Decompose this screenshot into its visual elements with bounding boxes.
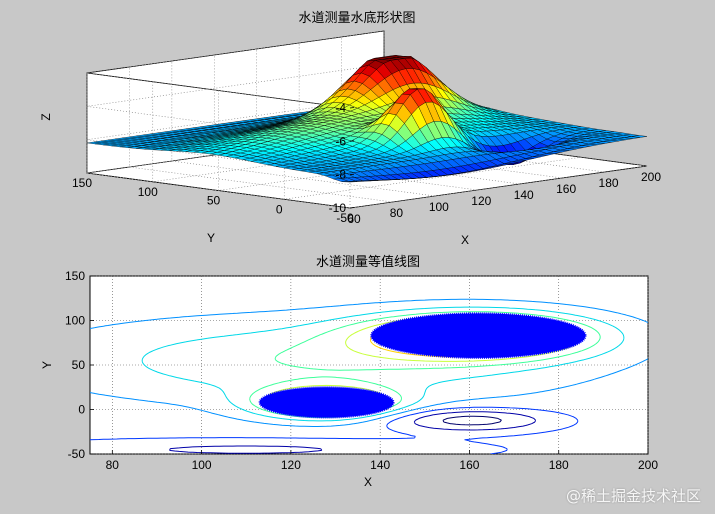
y-tick-label: 100 xyxy=(65,314,85,328)
surface-mesh xyxy=(86,55,648,183)
surface-ticks: -10 -8 -6 -4 -50 0 50 100 150 60 80 100 120 140 160 180… xyxy=(72,101,661,226)
contour-line xyxy=(90,406,579,454)
y-tick-label: 100 xyxy=(138,185,158,199)
contour-line xyxy=(90,298,648,427)
contour-xlabel: X xyxy=(364,475,372,489)
z-tick-label: -10 xyxy=(329,201,347,215)
contour-line xyxy=(141,306,625,422)
contour-line xyxy=(442,415,502,426)
x-tick-label: 60 xyxy=(347,212,361,226)
x-tick-label: 140 xyxy=(370,458,390,472)
surface-title: 水道测量水底形状图 xyxy=(298,10,415,25)
y-tick-label: 0 xyxy=(78,403,85,417)
z-tick xyxy=(349,207,355,209)
contour-line xyxy=(169,411,537,454)
x-tick-label: 120 xyxy=(281,458,301,472)
x-tick-label: 80 xyxy=(106,458,120,472)
y-tick-label: 150 xyxy=(65,269,85,283)
contour-plot: 水道测量等值线图 80 100 120 140 160 180 200 -50 0 50 100 15… xyxy=(40,254,658,489)
surface-xlabel: X xyxy=(461,233,469,247)
contour-lines xyxy=(90,298,648,454)
contour-ylabel: Y xyxy=(40,361,54,369)
x-tick-label: 180 xyxy=(599,176,619,190)
y-tick-label: 0 xyxy=(276,202,283,216)
x-tick-label: 160 xyxy=(556,182,576,196)
grid-line-z xyxy=(86,97,385,175)
y-tick-label: 150 xyxy=(72,176,92,190)
contour-line xyxy=(249,311,601,418)
z-tick-label: -4 xyxy=(335,101,346,115)
filled-peak-region xyxy=(258,386,395,419)
z-tick-label: -8 xyxy=(335,168,346,182)
y-tick-label: 50 xyxy=(207,194,221,208)
surface-ylabel: Y xyxy=(207,231,215,245)
z-tick-label: -6 xyxy=(335,134,346,148)
watermark: @稀土掘金技术社区 xyxy=(565,487,701,505)
z-tick xyxy=(349,140,355,142)
x-tick-label: 100 xyxy=(192,458,212,472)
grid-line-z xyxy=(86,64,385,142)
z-tick xyxy=(349,107,355,109)
x-tick-label: 120 xyxy=(471,194,491,208)
contour-ticks: 80 100 120 140 160 180 200 -50 0 50 100 150 xyxy=(65,269,658,472)
contour-title: 水道测量等值线图 xyxy=(316,254,420,269)
y-tick-label: -50 xyxy=(68,447,86,461)
filled-peak-region xyxy=(370,312,587,359)
x-tick-label: 200 xyxy=(641,170,661,184)
grid-line-z xyxy=(86,30,385,109)
x-tick-label: 160 xyxy=(459,458,479,472)
x-tick-label: 100 xyxy=(429,200,449,214)
x-tick-label: 80 xyxy=(390,206,404,220)
y-tick-label: 50 xyxy=(72,358,86,372)
x-tick-label: 180 xyxy=(549,458,569,472)
surface-patch xyxy=(631,135,648,138)
x-tick-label: 140 xyxy=(514,188,534,202)
y-tick-label: -50 xyxy=(336,211,354,225)
z-tick xyxy=(349,173,355,176)
surface-plot: 水道测量水底形状图 -10 -8 -6 -4 -50 0 50 100 150 60 80 100 12… xyxy=(39,10,661,247)
surface-zlabel: Z xyxy=(39,113,53,120)
x-tick-label: 200 xyxy=(638,458,658,472)
